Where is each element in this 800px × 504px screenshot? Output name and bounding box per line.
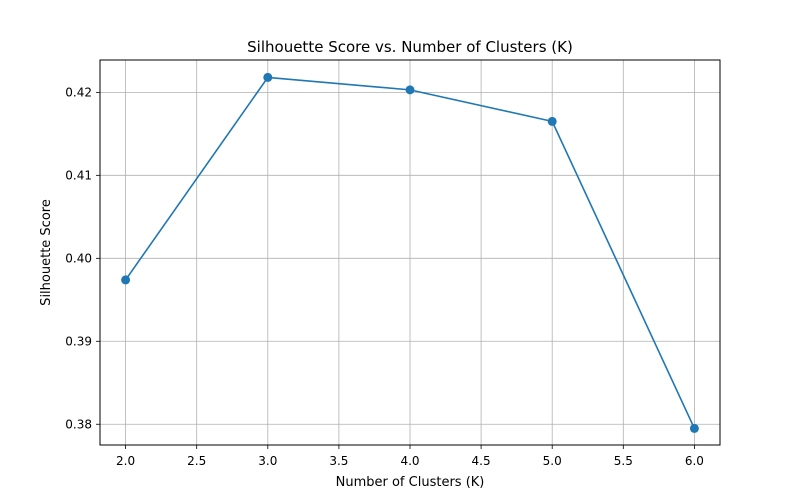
x-tick-label: 5.0 (543, 454, 562, 468)
data-point (689, 423, 699, 433)
data-point (263, 72, 273, 82)
x-tick-label: 3.5 (329, 454, 348, 468)
x-axis-ticks: 2.0 2.5 3.0 3.5 4.0 4.5 5.0 5.5 6.0 (116, 445, 704, 468)
chart-title: Silhouette Score vs. Number of Clusters … (247, 38, 573, 56)
y-axis-label: Silhouette Score (39, 199, 54, 306)
y-tick-label: 0.42 (65, 85, 92, 99)
x-tick-label: 5.5 (614, 454, 633, 468)
y-axis-ticks: 0.38 0.39 0.40 0.41 0.42 (65, 85, 100, 431)
x-tick-label: 4.0 (400, 454, 419, 468)
x-axis-label: Number of Clusters (K) (336, 475, 485, 490)
data-point (547, 116, 557, 126)
x-tick-label: 6.0 (685, 454, 704, 468)
x-tick-label: 2.0 (116, 454, 135, 468)
x-tick-label: 2.5 (187, 454, 206, 468)
series-layer (121, 72, 699, 433)
x-tick-label: 3.0 (258, 454, 277, 468)
y-tick-label: 0.41 (65, 168, 92, 182)
data-point (121, 275, 131, 285)
y-tick-label: 0.40 (65, 251, 92, 265)
y-tick-label: 0.39 (65, 334, 92, 348)
data-point (405, 85, 415, 95)
x-tick-label: 4.5 (472, 454, 491, 468)
y-tick-label: 0.38 (65, 417, 92, 431)
